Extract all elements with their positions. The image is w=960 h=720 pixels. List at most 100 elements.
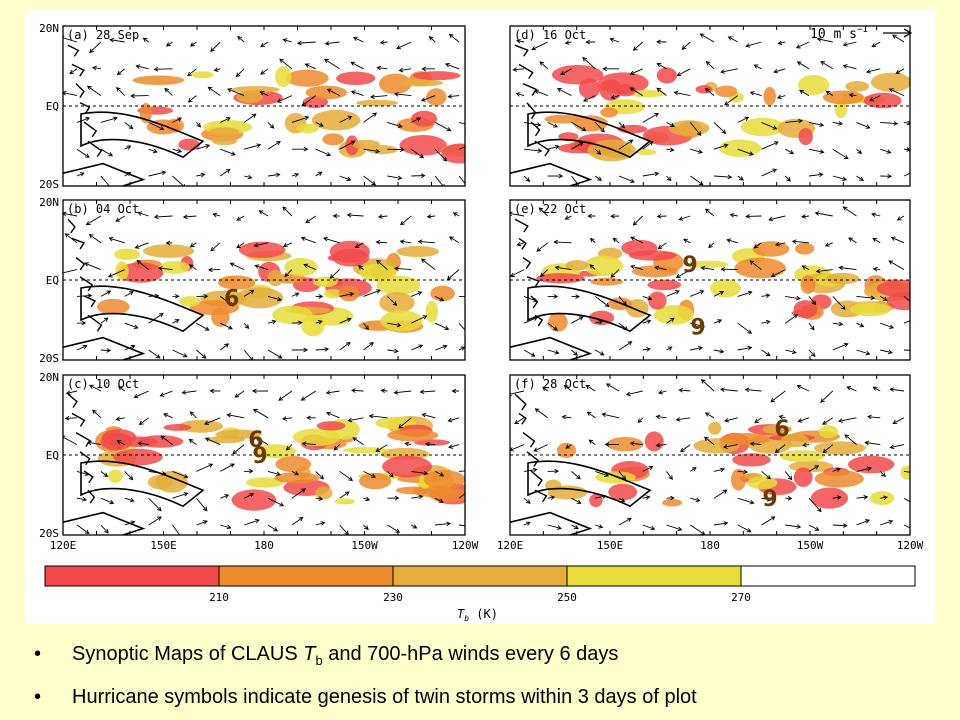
tb-blob <box>100 432 133 451</box>
wind-vector <box>610 94 620 100</box>
wind-vector <box>332 213 340 219</box>
tb-blob <box>798 75 830 95</box>
tb-blob <box>189 299 240 316</box>
wind-vector <box>587 213 596 219</box>
wind-vector <box>745 214 762 219</box>
wind-vector <box>654 265 667 271</box>
tb-blob <box>662 498 683 507</box>
wind-vector <box>212 212 221 218</box>
wind-vector <box>582 56 596 70</box>
wind-vector <box>259 91 269 97</box>
wind-vector <box>363 342 374 351</box>
wind-vector <box>842 41 857 47</box>
wind-vector <box>888 88 905 97</box>
wind-vector <box>148 470 167 476</box>
tb-blob <box>710 279 741 298</box>
wind-vector <box>254 264 269 271</box>
wind-vector <box>618 139 634 150</box>
wind-vector <box>784 314 799 324</box>
wind-vector <box>690 345 703 351</box>
wind-vector <box>842 206 857 217</box>
wind-vector <box>856 175 864 181</box>
island-outline <box>67 218 76 234</box>
island-outline <box>79 451 91 466</box>
wind-vector <box>187 68 197 77</box>
tb-blob <box>398 79 444 87</box>
wind-vector <box>172 470 189 479</box>
wind-vector <box>799 89 810 96</box>
wind-vector <box>656 63 667 70</box>
wind-vector <box>675 417 691 422</box>
wind-vector <box>802 442 810 448</box>
wind-vector <box>411 494 424 500</box>
wind-vector <box>398 67 412 73</box>
bullet-1-suffix: and 700-hPa winds every 6 days <box>322 643 619 665</box>
tb-blob <box>752 241 790 257</box>
tb-blob <box>720 433 771 446</box>
wind-vector <box>903 296 910 302</box>
island-outline <box>71 237 86 250</box>
wind-vector <box>458 121 465 125</box>
tb-blob <box>544 114 581 124</box>
hurricane-genesis-icon: 6 <box>248 428 263 453</box>
colorbar-segment <box>740 565 916 587</box>
wind-vector <box>761 168 778 177</box>
wind-vector <box>514 417 525 425</box>
wind-vector <box>510 269 525 277</box>
wind-vector <box>820 390 834 403</box>
wind-vector <box>458 524 465 527</box>
wind-vector <box>196 349 207 359</box>
wind-vector <box>421 66 436 72</box>
tb-blob <box>179 296 201 307</box>
tb-blob <box>654 304 694 325</box>
wind-vector <box>116 68 126 76</box>
wind-vector <box>785 524 802 529</box>
island-outline <box>522 257 532 270</box>
wind-vector <box>761 293 771 298</box>
map-content <box>63 26 465 186</box>
wind-vector <box>656 213 667 219</box>
wind-vector <box>880 519 894 526</box>
tb-blob <box>336 71 376 86</box>
lon-tick-label: 120E <box>50 539 77 552</box>
tb-blob <box>428 488 465 503</box>
wind-vector <box>220 322 233 330</box>
wind-vector <box>689 467 697 472</box>
wind-vector <box>435 521 451 527</box>
wind-vector <box>629 68 643 75</box>
wind-vector <box>832 342 849 351</box>
lon-tick-label: 120E <box>497 539 524 552</box>
wind-vector <box>801 214 810 219</box>
island-outline <box>79 102 91 114</box>
wind-vector <box>895 68 905 74</box>
wind-vector <box>376 65 388 71</box>
wind-vector <box>301 95 317 107</box>
coastline <box>63 162 146 186</box>
bullet-1-var: T <box>303 643 316 665</box>
tb-blob <box>113 248 141 261</box>
wind-vector <box>808 349 816 357</box>
wind-vector <box>814 211 833 217</box>
wind-vector <box>260 68 269 75</box>
tb-blob <box>870 72 910 92</box>
wind-vector <box>704 88 715 96</box>
wind-vector <box>563 384 572 392</box>
wind-vector <box>325 390 340 395</box>
wind-vector <box>879 471 886 478</box>
wind-vector <box>784 175 791 182</box>
tb-blob <box>685 260 729 268</box>
colorbar-segment <box>218 565 394 587</box>
wind-vector <box>448 33 460 43</box>
lon-tick-label: 150W <box>797 539 824 552</box>
wind-vector <box>411 173 426 179</box>
tb-blob <box>793 467 813 488</box>
tb-blob <box>178 419 224 433</box>
wind-vector <box>666 175 672 182</box>
wind-vector <box>172 349 188 358</box>
wind-vector <box>404 441 412 447</box>
map-panel-e: 9 9 (e) 22 Oct <box>509 199 911 361</box>
tb-blob <box>399 134 447 156</box>
island-outline <box>522 82 538 96</box>
wind-vector <box>618 122 626 129</box>
wind-vector <box>189 242 197 248</box>
